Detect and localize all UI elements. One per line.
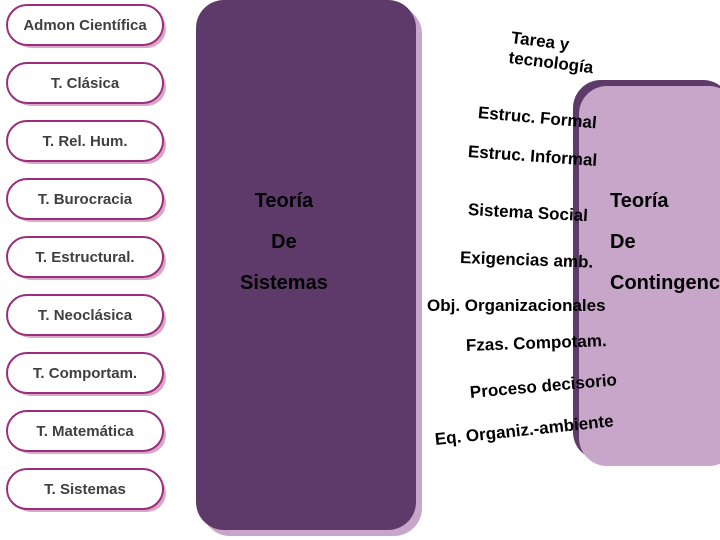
center-label-column: Teoría De Sistemas xyxy=(240,190,328,295)
theory-pill-4: T. Estructural. xyxy=(6,236,164,278)
center-label-1: De xyxy=(271,231,297,254)
right-label-2: Contingencia xyxy=(610,272,720,295)
center-label-0: Teoría xyxy=(255,190,314,213)
right-label-1: De xyxy=(610,231,636,254)
concept-label-4: Exigencias amb. xyxy=(460,248,594,273)
left-theories-column: Admon Científica T. Clásica T. Rel. Hum. T.… xyxy=(6,4,164,510)
theory-pill-8: T. Sistemas xyxy=(6,468,164,510)
center-label-2: Sistemas xyxy=(240,272,328,295)
concept-label-3: Sistema Social xyxy=(467,200,588,226)
theory-pill-6: T. Comportam. xyxy=(6,352,164,394)
concept-label-5: Obj. Organizacionales xyxy=(427,296,606,316)
theory-pill-7: T. Matemática xyxy=(6,410,164,452)
theory-pill-5: T. Neoclásica xyxy=(6,294,164,336)
theory-pill-0: Admon Científica xyxy=(6,4,164,46)
right-label-column: Teoría De Contingencia xyxy=(610,190,720,295)
right-label-0: Teoría xyxy=(610,190,669,213)
theory-pill-1: T. Clásica xyxy=(6,62,164,104)
concept-label-0: Tarea y tecnología xyxy=(508,28,597,78)
theory-pill-2: T. Rel. Hum. xyxy=(6,120,164,162)
theory-pill-3: T. Burocracia xyxy=(6,178,164,220)
